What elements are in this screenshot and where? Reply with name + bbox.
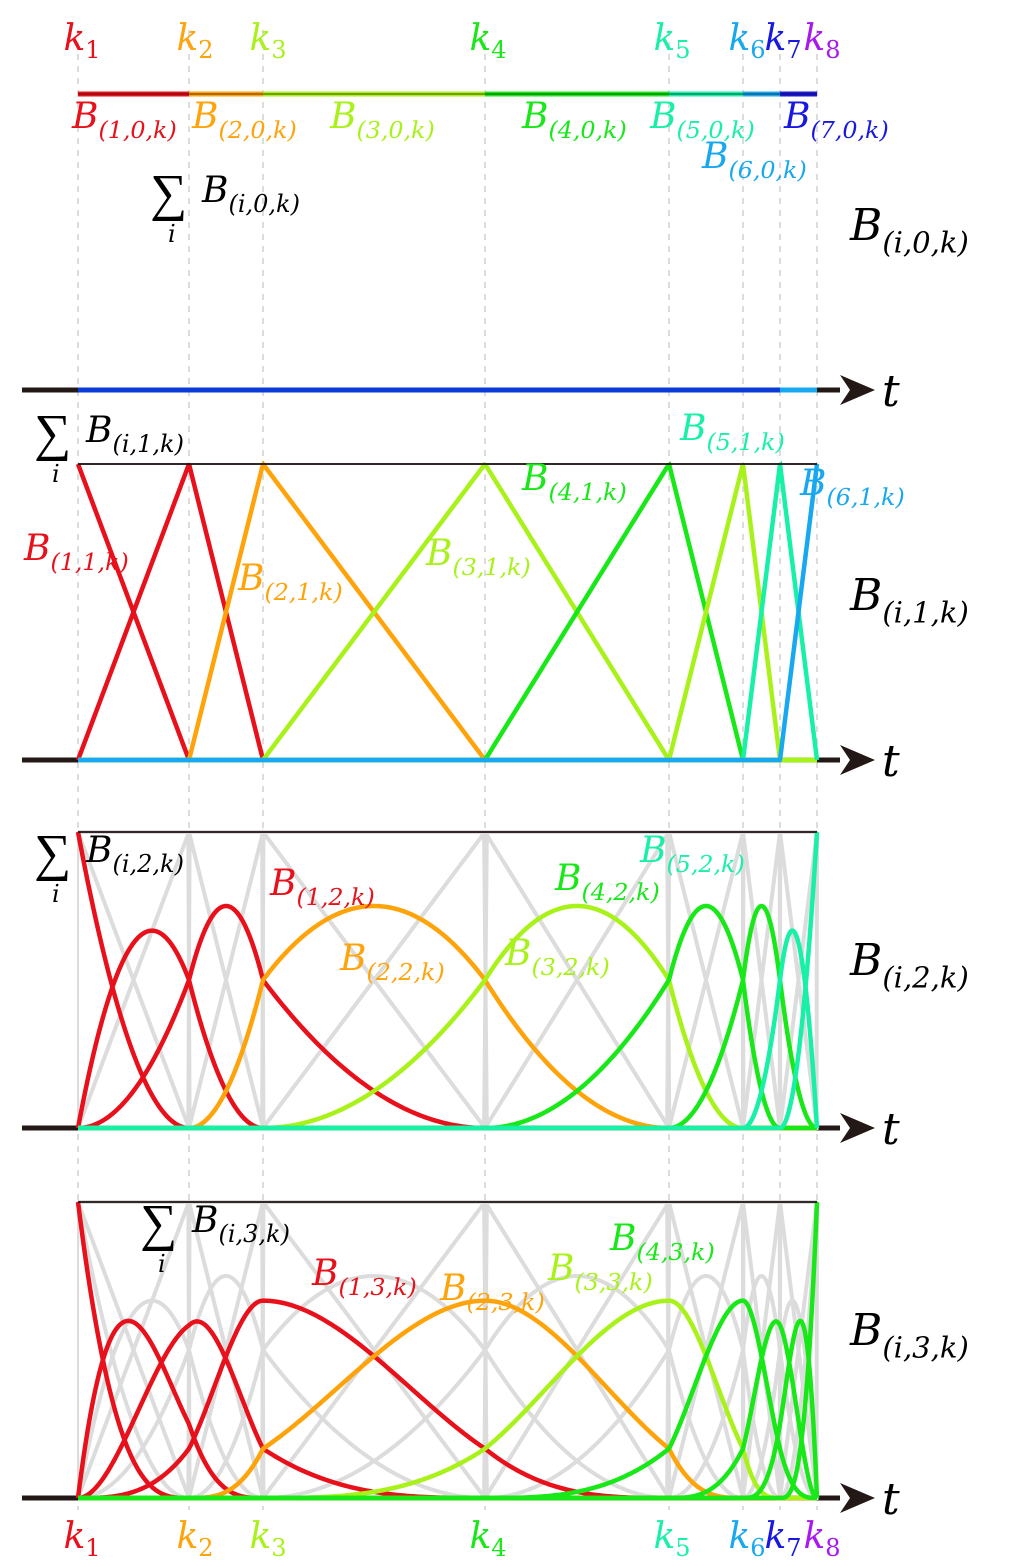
knot-label-bottom-3: k3	[249, 1516, 286, 1562]
knot-label-top-5: k5	[653, 18, 690, 64]
b2-label-5: B(5,2,k)	[639, 830, 745, 878]
svg-text:∑: ∑	[140, 1195, 177, 1252]
b2-label-4: B(4,2,k)	[554, 858, 660, 906]
knot-label-top-7: k7	[764, 18, 801, 64]
b1-label-1: B(1,1,k)	[23, 528, 129, 576]
axis-label-t-2: t	[882, 1104, 900, 1155]
knot-label-top-3: k3	[249, 18, 286, 64]
b1-label-4: B(4,1,k)	[521, 458, 627, 506]
knot-label-top-2: k2	[176, 18, 213, 64]
b2-label-1: B(1,2,k)	[269, 863, 375, 911]
knot-label-bottom-5: k5	[653, 1516, 690, 1562]
row-label-0: B(i,0,k)	[849, 200, 969, 259]
b1-sum-label: ∑i B(i,1,k)	[34, 405, 184, 488]
panel-1-curves	[75, 460, 820, 763]
axis-label-t-0: t	[882, 366, 900, 417]
b3-label-1: B(1,3,k)	[311, 1253, 417, 1301]
axis-arrow-1	[840, 745, 875, 775]
knot-label-bottom-4: k4	[469, 1516, 506, 1562]
svg-text:B(i,3,k): B(i,3,k)	[191, 1200, 290, 1248]
svg-text:∑: ∑	[34, 405, 71, 462]
panel-3-curves	[75, 1198, 820, 1501]
svg-text:i: i	[52, 880, 60, 908]
b0-label-1: B(1,0,k)	[71, 96, 177, 144]
svg-text:B(i,0,k): B(i,0,k)	[201, 170, 300, 218]
basis-curves	[75, 91, 820, 1501]
knot-label-top-8: k8	[803, 18, 840, 64]
b2-sum-label: ∑i B(i,2,k)	[34, 825, 184, 908]
svg-text:∑: ∑	[34, 825, 71, 882]
svg-text:i: i	[158, 1250, 166, 1278]
knot-label-bottom-7: k7	[764, 1516, 801, 1562]
row-label-2: B(i,2,k)	[849, 935, 969, 994]
b0-label-3: B(3,0,k)	[329, 96, 435, 144]
basis-2-8	[78, 831, 820, 1131]
b0-label-7: B(7,0,k)	[783, 96, 889, 144]
knot-label-top-4: k4	[469, 18, 506, 64]
b1-label-2: B(2,1,k)	[237, 558, 343, 606]
basis-1-7	[78, 463, 820, 763]
knot-label-bottom-8: k8	[803, 1516, 840, 1562]
row-label-3: B(i,3,k)	[849, 1305, 969, 1364]
svg-text:∑: ∑	[150, 165, 187, 222]
axis-arrow-2	[840, 1113, 875, 1143]
b0-sum-label: ∑i B(i,0,k)	[150, 165, 300, 248]
svg-text:i: i	[52, 460, 60, 488]
svg-text:B(i,1,k): B(i,1,k)	[85, 410, 184, 458]
b0-label-4: B(4,0,k)	[521, 96, 627, 144]
row-label-1: B(i,1,k)	[849, 570, 969, 629]
knot-label-top-1: k1	[63, 18, 100, 64]
axis-arrow-3	[840, 1483, 875, 1513]
b1-label-3: B(3,1,k)	[425, 533, 531, 581]
b2-label-2: B(2,2,k)	[339, 938, 445, 986]
b2-label-3: B(3,2,k)	[504, 933, 610, 981]
b3-sum-label: ∑i B(i,3,k)	[140, 1195, 290, 1278]
knot-label-top-6: k6	[728, 18, 765, 64]
knot-label-bottom-1: k1	[63, 1516, 100, 1562]
svg-text:B(i,2,k): B(i,2,k)	[85, 830, 184, 878]
b0-label-5: B(5,0,k)	[649, 96, 755, 144]
b1-label-5: B(5,1,k)	[679, 408, 785, 456]
knot-label-bottom-2: k2	[176, 1516, 213, 1562]
b0-label-2: B(2,0,k)	[191, 96, 297, 144]
b3-label-2: B(2,3,k)	[439, 1268, 545, 1316]
svg-text:i: i	[168, 220, 176, 248]
b3-label-3: B(3,3,k)	[547, 1248, 653, 1296]
axis-label-t-3: t	[882, 1474, 900, 1525]
b1-label-6: B(6,1,k)	[799, 463, 905, 511]
knot-label-bottom-6: k6	[728, 1516, 765, 1562]
b0-label-6: B(6,0,k)	[701, 136, 807, 184]
b3-label-4: B(4,3,k)	[609, 1218, 715, 1266]
axis-arrow-0	[840, 375, 875, 405]
basis-3-9	[78, 1201, 820, 1501]
axis-label-t-1: t	[882, 736, 900, 787]
panel-2-curves	[75, 828, 820, 1131]
